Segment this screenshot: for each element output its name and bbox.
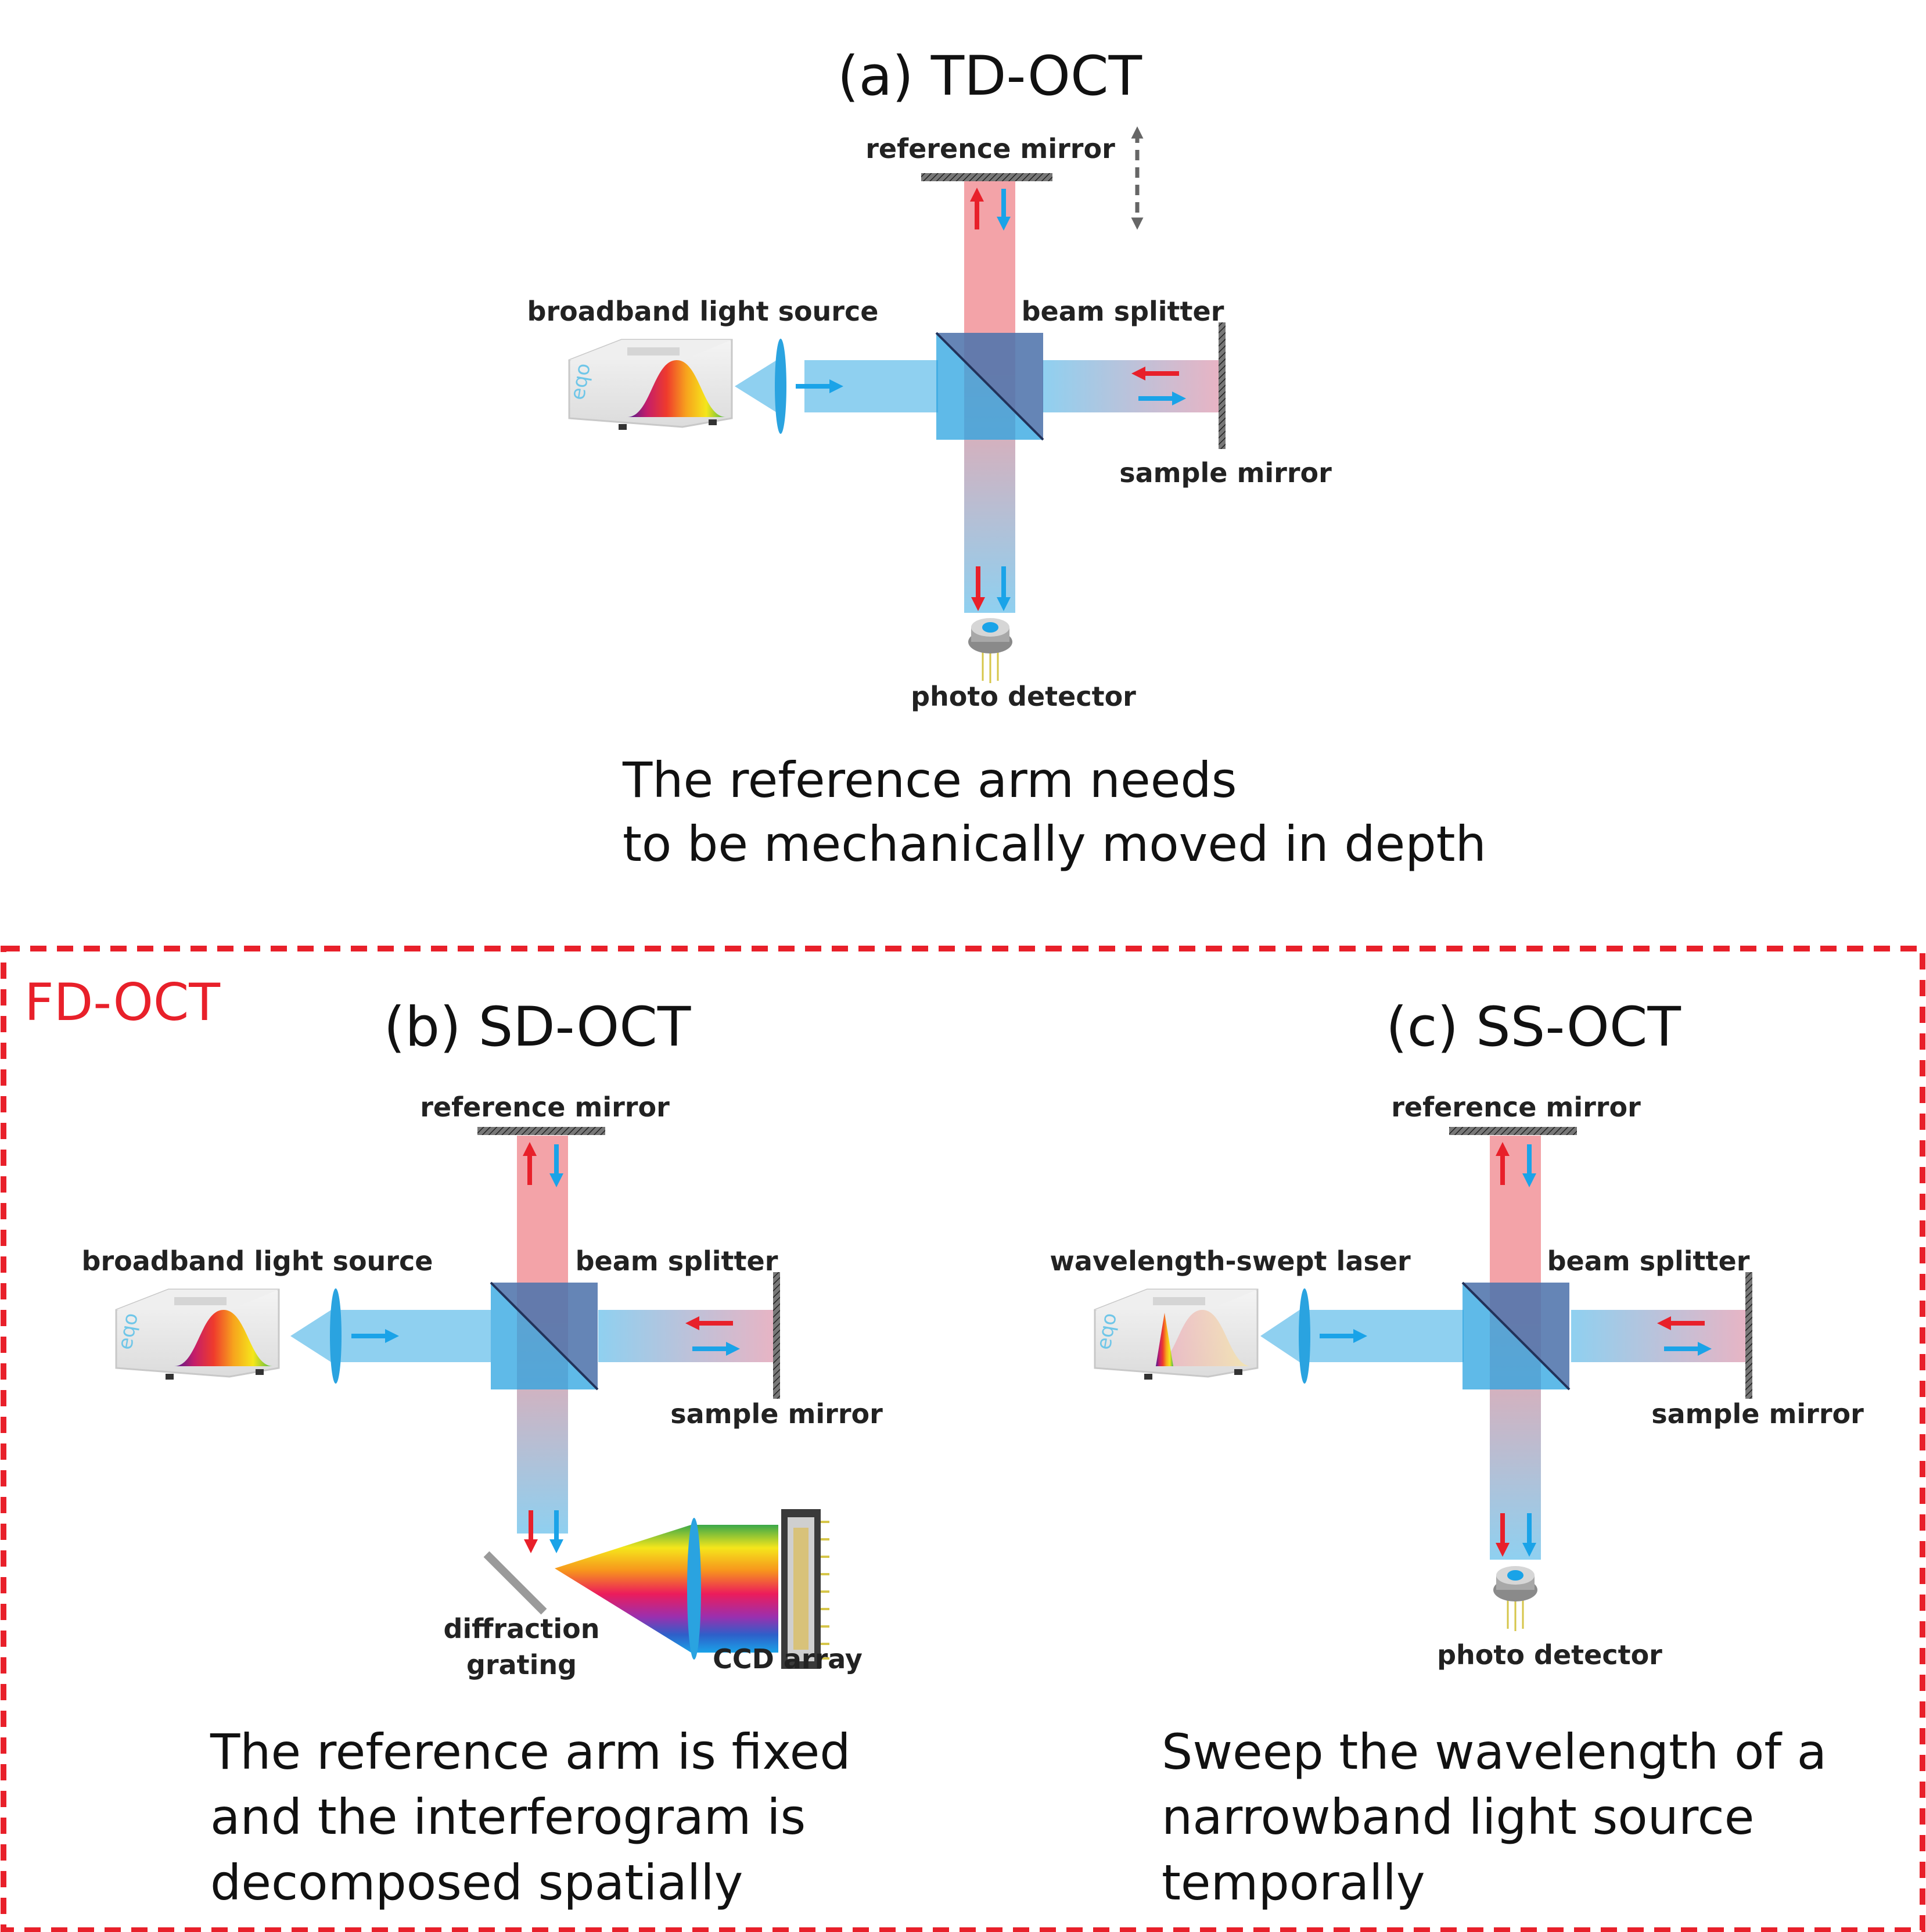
lens-icon xyxy=(330,1288,342,1384)
panel-sd-oct: (b) SD-OCT xyxy=(82,996,883,1911)
light-source-box-icon: eqo xyxy=(1092,1288,1259,1380)
sample-arm-beam xyxy=(1571,1310,1748,1362)
caption-b-line2: and the interferogram is xyxy=(210,1789,806,1845)
caption-b-line1: The reference arm is fixed xyxy=(210,1723,851,1780)
reference-arm-beam xyxy=(517,1136,568,1310)
grating-label-line2: grating xyxy=(466,1649,577,1680)
fd-oct-group-label: FD-OCT xyxy=(24,972,221,1032)
beam-splitter-label: beam splitter xyxy=(1547,1245,1750,1277)
sample-mirror-label: sample mirror xyxy=(1119,457,1332,489)
light-source-box-icon: eqo xyxy=(113,1288,280,1380)
panel-b-title: (b) SD-OCT xyxy=(384,996,691,1059)
beam-splitter-icon xyxy=(490,1281,599,1391)
sample-arm-beam xyxy=(598,1310,775,1362)
reference-mirror-label: reference mirror xyxy=(865,133,1115,164)
caption-c-line3: temporally xyxy=(1162,1854,1425,1911)
sample-mirror-icon xyxy=(1219,322,1226,449)
panel-td-oct: (a) TD-OCT xyxy=(527,45,1486,872)
beam-splitter-icon xyxy=(1461,1281,1571,1391)
photo-detector-icon xyxy=(968,618,1012,683)
panel-a-title: (a) TD-OCT xyxy=(838,45,1142,108)
reference-mirror-icon xyxy=(1449,1127,1577,1135)
light-source-box-icon: eqo xyxy=(566,339,733,430)
light-source-label: broadband light source xyxy=(82,1245,433,1277)
reference-mirror-label: reference mirror xyxy=(1391,1091,1641,1123)
caption-c-line2: narrowband light source xyxy=(1162,1789,1754,1845)
beam-splitter-label: beam splitter xyxy=(1022,296,1224,327)
dispersed-spectrum xyxy=(555,1525,691,1653)
panel-ss-oct: (c) SS-OCT eqo xyxy=(1050,996,1864,1911)
dispersed-spectrum xyxy=(691,1525,778,1653)
reference-mirror-label: reference mirror xyxy=(420,1091,670,1123)
sample-mirror-icon xyxy=(773,1272,780,1399)
sample-mirror-icon xyxy=(1745,1272,1752,1399)
caption-a-line2: to be mechanically moved in depth xyxy=(623,816,1486,872)
lens-icon xyxy=(1299,1288,1310,1384)
light-source-label: wavelength-swept laser xyxy=(1050,1245,1411,1277)
source-cone xyxy=(1260,1307,1304,1365)
caption-a-line1: The reference arm needs xyxy=(622,752,1237,809)
panel-c-title: (c) SS-OCT xyxy=(1386,996,1681,1059)
reference-mirror-icon xyxy=(921,173,1052,181)
ccd-array-icon xyxy=(781,1509,829,1669)
reference-arm-beam xyxy=(964,177,1015,360)
reference-arm-beam xyxy=(1490,1136,1541,1310)
source-cone xyxy=(290,1307,336,1365)
reference-mirror-icon xyxy=(477,1127,605,1135)
source-cone xyxy=(735,357,781,415)
light-source-label: broadband light source xyxy=(527,296,879,327)
sample-mirror-label: sample mirror xyxy=(1651,1398,1864,1430)
grating-label-line1: diffraction xyxy=(443,1613,599,1644)
sample-arm-beam xyxy=(1043,360,1220,412)
beam-splitter-label: beam splitter xyxy=(576,1245,778,1277)
ccd-label: CCD array xyxy=(713,1643,863,1675)
detector-label: photo detector xyxy=(911,681,1136,712)
photo-detector-icon xyxy=(1493,1566,1537,1631)
beam-splitter-icon xyxy=(935,332,1044,441)
diffraction-grating-icon xyxy=(483,1551,547,1615)
fd-oct-group-frame xyxy=(1,946,1925,1932)
detector-label: photo detector xyxy=(1437,1639,1662,1671)
caption-b-line3: decomposed spatially xyxy=(210,1854,743,1911)
lens-icon xyxy=(775,339,786,434)
lens-icon xyxy=(687,1518,701,1660)
caption-c-line1: Sweep the wavelength of a xyxy=(1162,1723,1827,1780)
sample-mirror-label: sample mirror xyxy=(670,1398,883,1430)
